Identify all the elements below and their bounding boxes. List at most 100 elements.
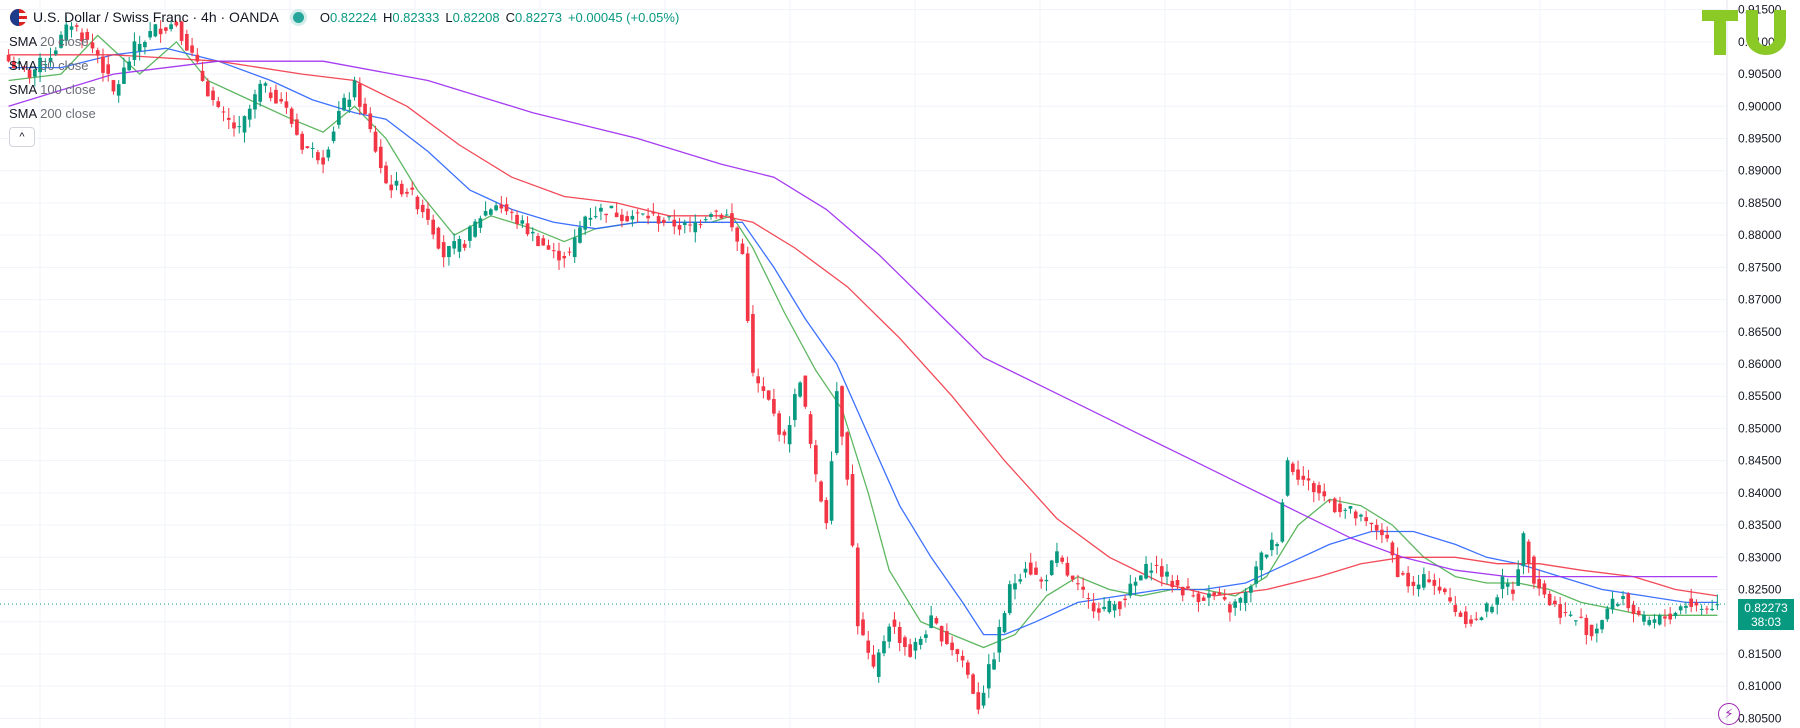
- candle-body: [1663, 616, 1667, 619]
- candle-body: [855, 547, 860, 627]
- candle-body: [1594, 628, 1599, 634]
- candle-body: [976, 692, 981, 710]
- candle-body: [164, 27, 168, 31]
- indicator-params: 20 close: [40, 34, 89, 49]
- candle-body: [1532, 556, 1536, 584]
- candle-body: [1233, 601, 1237, 608]
- candle-body: [599, 207, 603, 212]
- candle-body: [1589, 624, 1594, 637]
- candle-body: [793, 394, 797, 421]
- candle-body: [221, 111, 226, 113]
- candle-body: [216, 101, 221, 107]
- candle-body: [1636, 610, 1641, 615]
- candle-body: [897, 626, 902, 643]
- low-value: 0.82208: [452, 9, 500, 25]
- candle-body: [688, 224, 692, 226]
- candle-body: [1631, 604, 1636, 614]
- candle-body: [473, 221, 477, 237]
- candle-body: [520, 220, 525, 224]
- grid-lines: [0, 0, 1726, 728]
- candle-body: [53, 50, 58, 55]
- candle-body: [394, 180, 399, 186]
- candle-body: [504, 204, 509, 212]
- candle-body: [971, 674, 975, 694]
- candle-body: [452, 241, 456, 249]
- candle-body: [116, 84, 121, 96]
- candle-body: [1138, 575, 1143, 581]
- indicator-sma-20[interactable]: SMA 20 close: [9, 34, 89, 49]
- y-tick-label: 0.85000: [1738, 421, 1782, 435]
- indicator-sma-100[interactable]: SMA 100 close: [9, 82, 96, 97]
- candle-body: [1196, 593, 1201, 603]
- candle-body: [1542, 583, 1547, 595]
- candle-body: [436, 227, 441, 249]
- candle-body: [509, 211, 514, 213]
- symbol-title[interactable]: U.S. Dollar / Swiss Franc · 4h · OANDA: [33, 9, 279, 25]
- candle-body: [1458, 612, 1463, 617]
- indicator-sma-50[interactable]: SMA 50 close: [9, 58, 89, 73]
- change-value: +0.00045 (+0.05%): [567, 9, 680, 25]
- candle-body: [1133, 581, 1138, 586]
- candle-body: [583, 216, 588, 230]
- candle-body: [64, 24, 69, 41]
- indicator-params: 50 close: [40, 58, 89, 73]
- candle-body: [572, 237, 577, 258]
- candle-body: [274, 89, 278, 104]
- candle-body: [1353, 511, 1358, 519]
- collapse-legend-button[interactable]: ^: [9, 127, 35, 147]
- close-label: C: [505, 9, 515, 25]
- candle-body: [945, 631, 949, 644]
- candle-body: [1243, 591, 1248, 604]
- candle-body: [1605, 608, 1610, 620]
- candle-body: [745, 253, 750, 321]
- candle-body: [1301, 475, 1306, 480]
- candle-body: [981, 692, 986, 706]
- candle-body: [813, 445, 818, 475]
- candle-body: [1076, 583, 1080, 585]
- candle-body: [567, 251, 572, 253]
- candle-body: [661, 219, 666, 223]
- candle-body: [1044, 579, 1049, 582]
- candle-body: [834, 391, 839, 453]
- candle-body: [1526, 541, 1531, 564]
- candle-body: [992, 659, 996, 670]
- candle-body: [950, 642, 954, 651]
- candle-body: [148, 31, 152, 38]
- candle-body: [772, 398, 776, 414]
- candle-body: [536, 235, 540, 247]
- candle-body: [1049, 560, 1054, 575]
- candle-body: [719, 214, 724, 219]
- candle-body: [1385, 534, 1389, 539]
- candle-body: [357, 83, 362, 107]
- candle-body: [918, 638, 923, 645]
- y-tick-label: 0.83000: [1738, 550, 1782, 564]
- moving-average-lines: [0, 34, 1726, 649]
- lightning-icon[interactable]: ⚡: [1718, 703, 1740, 725]
- y-tick-label: 0.83500: [1738, 518, 1782, 532]
- candle-body: [399, 183, 404, 195]
- candle-body: [861, 619, 865, 636]
- candle-body: [337, 110, 341, 125]
- candle-body: [80, 32, 84, 42]
- candle-body: [420, 204, 425, 213]
- candle-body: [667, 216, 671, 218]
- candle-body: [483, 211, 488, 216]
- indicator-sma-200[interactable]: SMA 200 close: [9, 106, 96, 121]
- candle-body: [431, 219, 436, 235]
- candle-body: [1327, 500, 1332, 502]
- candle-body: [1416, 584, 1421, 590]
- tu-logo: TU: [1702, 10, 1786, 55]
- candle-body: [1149, 570, 1154, 573]
- price-axis[interactable]: 0.805000.810000.815000.820000.825000.830…: [1726, 0, 1782, 728]
- candle-body: [195, 54, 200, 62]
- candle-body: [1642, 614, 1646, 622]
- candle-body: [1479, 617, 1484, 621]
- candle-body: [693, 222, 698, 233]
- candle-body: [824, 500, 829, 524]
- candle-body: [960, 655, 965, 661]
- candle-body: [268, 92, 273, 99]
- candle-body: [1228, 604, 1232, 613]
- candle-body: [1013, 583, 1017, 590]
- y-tick-label: 0.89000: [1738, 164, 1782, 178]
